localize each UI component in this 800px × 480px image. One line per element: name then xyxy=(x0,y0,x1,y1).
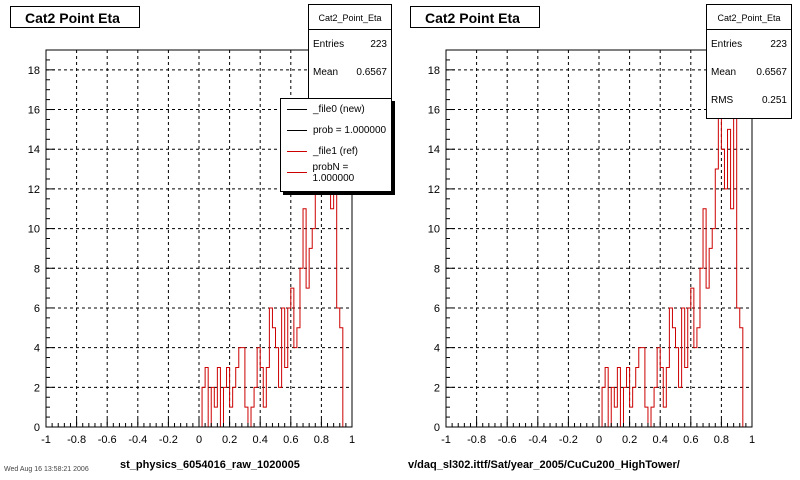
x-tick-label: 0.4 xyxy=(253,434,268,446)
right-stats-box: Cat2_Point_Eta Entries 223 Mean 0.6567 R… xyxy=(706,4,792,119)
x-tick-label: -0.8 xyxy=(67,434,86,446)
stats-entries-label: Entries xyxy=(711,38,743,50)
x-tick-label: 0.4 xyxy=(653,434,668,446)
x-tick-label: -1 xyxy=(41,434,51,446)
stats-rms-label: RMS xyxy=(711,94,734,106)
y-tick-label: 0 xyxy=(34,422,40,434)
x-tick-label: -0.2 xyxy=(159,434,178,446)
y-tick-label: 8 xyxy=(434,263,440,275)
x-tick-label: -0.6 xyxy=(498,434,517,446)
stats-entries-label: Entries xyxy=(313,38,345,50)
right-plot-title: Cat2 Point Eta xyxy=(410,6,540,28)
y-tick-label: 12 xyxy=(428,184,440,196)
stats-entries-value: 223 xyxy=(370,38,387,50)
legend-entry: _file0 (new) xyxy=(281,99,391,120)
legend-entry: probN = 1.000000 xyxy=(281,161,391,184)
y-tick-label: 10 xyxy=(28,224,40,236)
x-tick-label: -0.4 xyxy=(528,434,547,446)
y-tick-label: 6 xyxy=(34,303,40,315)
left-x-axis-label: st_physics_6054016_raw_1020005 xyxy=(120,459,300,471)
legend-box: _file0 (new) prob = 1.000000 _file1 (ref… xyxy=(280,98,392,192)
stats-entries-value: 223 xyxy=(770,38,787,50)
y-tick-label: 12 xyxy=(28,184,40,196)
legend-label: prob = 1.000000 xyxy=(313,125,387,136)
stats-mean-label: Mean xyxy=(711,66,737,78)
y-tick-label: 2 xyxy=(434,382,440,394)
x-tick-label: 0.2 xyxy=(222,434,237,446)
legend-label: _file0 (new) xyxy=(313,104,365,115)
stats-mean-value: 0.6567 xyxy=(356,66,387,78)
y-tick-label: 4 xyxy=(34,343,40,355)
y-tick-label: 14 xyxy=(28,144,40,156)
left-plot-pad: -1 -0.8 -0.6 -0.4 -0.2 0 0.2 0.4 0.6 0.8 1 0 2 4 6 8 10 1… xyxy=(10,4,392,471)
x-tick-label: 0.8 xyxy=(314,434,329,446)
x-tick-label: -0.6 xyxy=(98,434,117,446)
legend-entry: _file1 (ref) xyxy=(281,141,391,162)
x-tick-label: 1 xyxy=(749,434,755,446)
y-tick-label: 6 xyxy=(434,303,440,315)
stats-mean-row: Mean 0.6567 xyxy=(707,58,791,86)
y-tick-label: 8 xyxy=(34,263,40,275)
y-tick-label: 16 xyxy=(428,105,440,117)
legend-entry: prob = 1.000000 xyxy=(281,120,391,141)
stats-mean-label: Mean xyxy=(313,66,339,78)
legend-label: _file1 (ref) xyxy=(313,146,359,157)
x-tick-label: 1 xyxy=(349,434,355,446)
x-tick-label: -0.2 xyxy=(559,434,578,446)
left-plot-title: Cat2 Point Eta xyxy=(10,6,140,28)
legend-swatch xyxy=(287,109,307,110)
x-tick-label: -1 xyxy=(441,434,451,446)
right-histogram: -1 -0.8 -0.6 -0.4 -0.2 0 0.2 0.4 0.6 0.8 102468101… xyxy=(428,49,755,446)
legend-swatch xyxy=(287,172,307,173)
y-tick-label: 16 xyxy=(28,105,40,117)
y-tick-label: 0 xyxy=(434,422,440,434)
x-tick-label: 0.6 xyxy=(283,434,298,446)
stats-entries-row: Entries 223 xyxy=(309,30,391,58)
left-histogram: -1 -0.8 -0.6 -0.4 -0.2 0 0.2 0.4 0.6 0.8 102468101… xyxy=(28,49,355,446)
stats-rms-row: RMS 0.251 xyxy=(707,86,791,114)
y-tick-label: 4 xyxy=(434,343,440,355)
x-tick-label: -0.8 xyxy=(467,434,486,446)
stats-rms-value: 0.251 xyxy=(761,94,787,106)
y-tick-label: 18 xyxy=(428,65,440,77)
legend-label: probN = 1.000000 xyxy=(312,161,355,184)
left-stats-box: Cat2_Point_Eta Entries 223 Mean 0.6567 xyxy=(308,4,392,106)
right-x-axis-label: v/daq_sl302.ittf/Sat/year_2005/CuCu200_H… xyxy=(408,459,680,471)
y-tick-label: 2 xyxy=(34,382,40,394)
x-tick-label: 0.8 xyxy=(714,434,729,446)
y-tick-label: 14 xyxy=(428,144,440,156)
stats-mean-value: 0.6567 xyxy=(756,66,787,78)
y-tick-label: 18 xyxy=(28,65,40,77)
x-tick-label: 0.2 xyxy=(622,434,637,446)
footer-timestamp: Wed Aug 16 13:58:21 2006 xyxy=(4,466,89,473)
y-tick-label: 10 xyxy=(428,224,440,236)
x-tick-label: 0.6 xyxy=(683,434,698,446)
x-tick-label: 0 xyxy=(196,434,202,446)
legend-swatch xyxy=(287,151,307,152)
x-tick-label: -0.4 xyxy=(128,434,147,446)
stats-entries-row: Entries 223 xyxy=(707,30,791,58)
stats-header: Cat2_Point_Eta xyxy=(707,5,791,30)
legend-swatch xyxy=(287,130,307,131)
right-plot-pad: -1 -0.8 -0.6 -0.4 -0.2 0 0.2 0.4 0.6 0.8 1 0 2 4 6 8 10 1… xyxy=(400,0,800,480)
stats-header: Cat2_Point_Eta xyxy=(309,5,391,30)
x-tick-label: 0 xyxy=(596,434,602,446)
stats-mean-row: Mean 0.6567 xyxy=(309,58,391,86)
